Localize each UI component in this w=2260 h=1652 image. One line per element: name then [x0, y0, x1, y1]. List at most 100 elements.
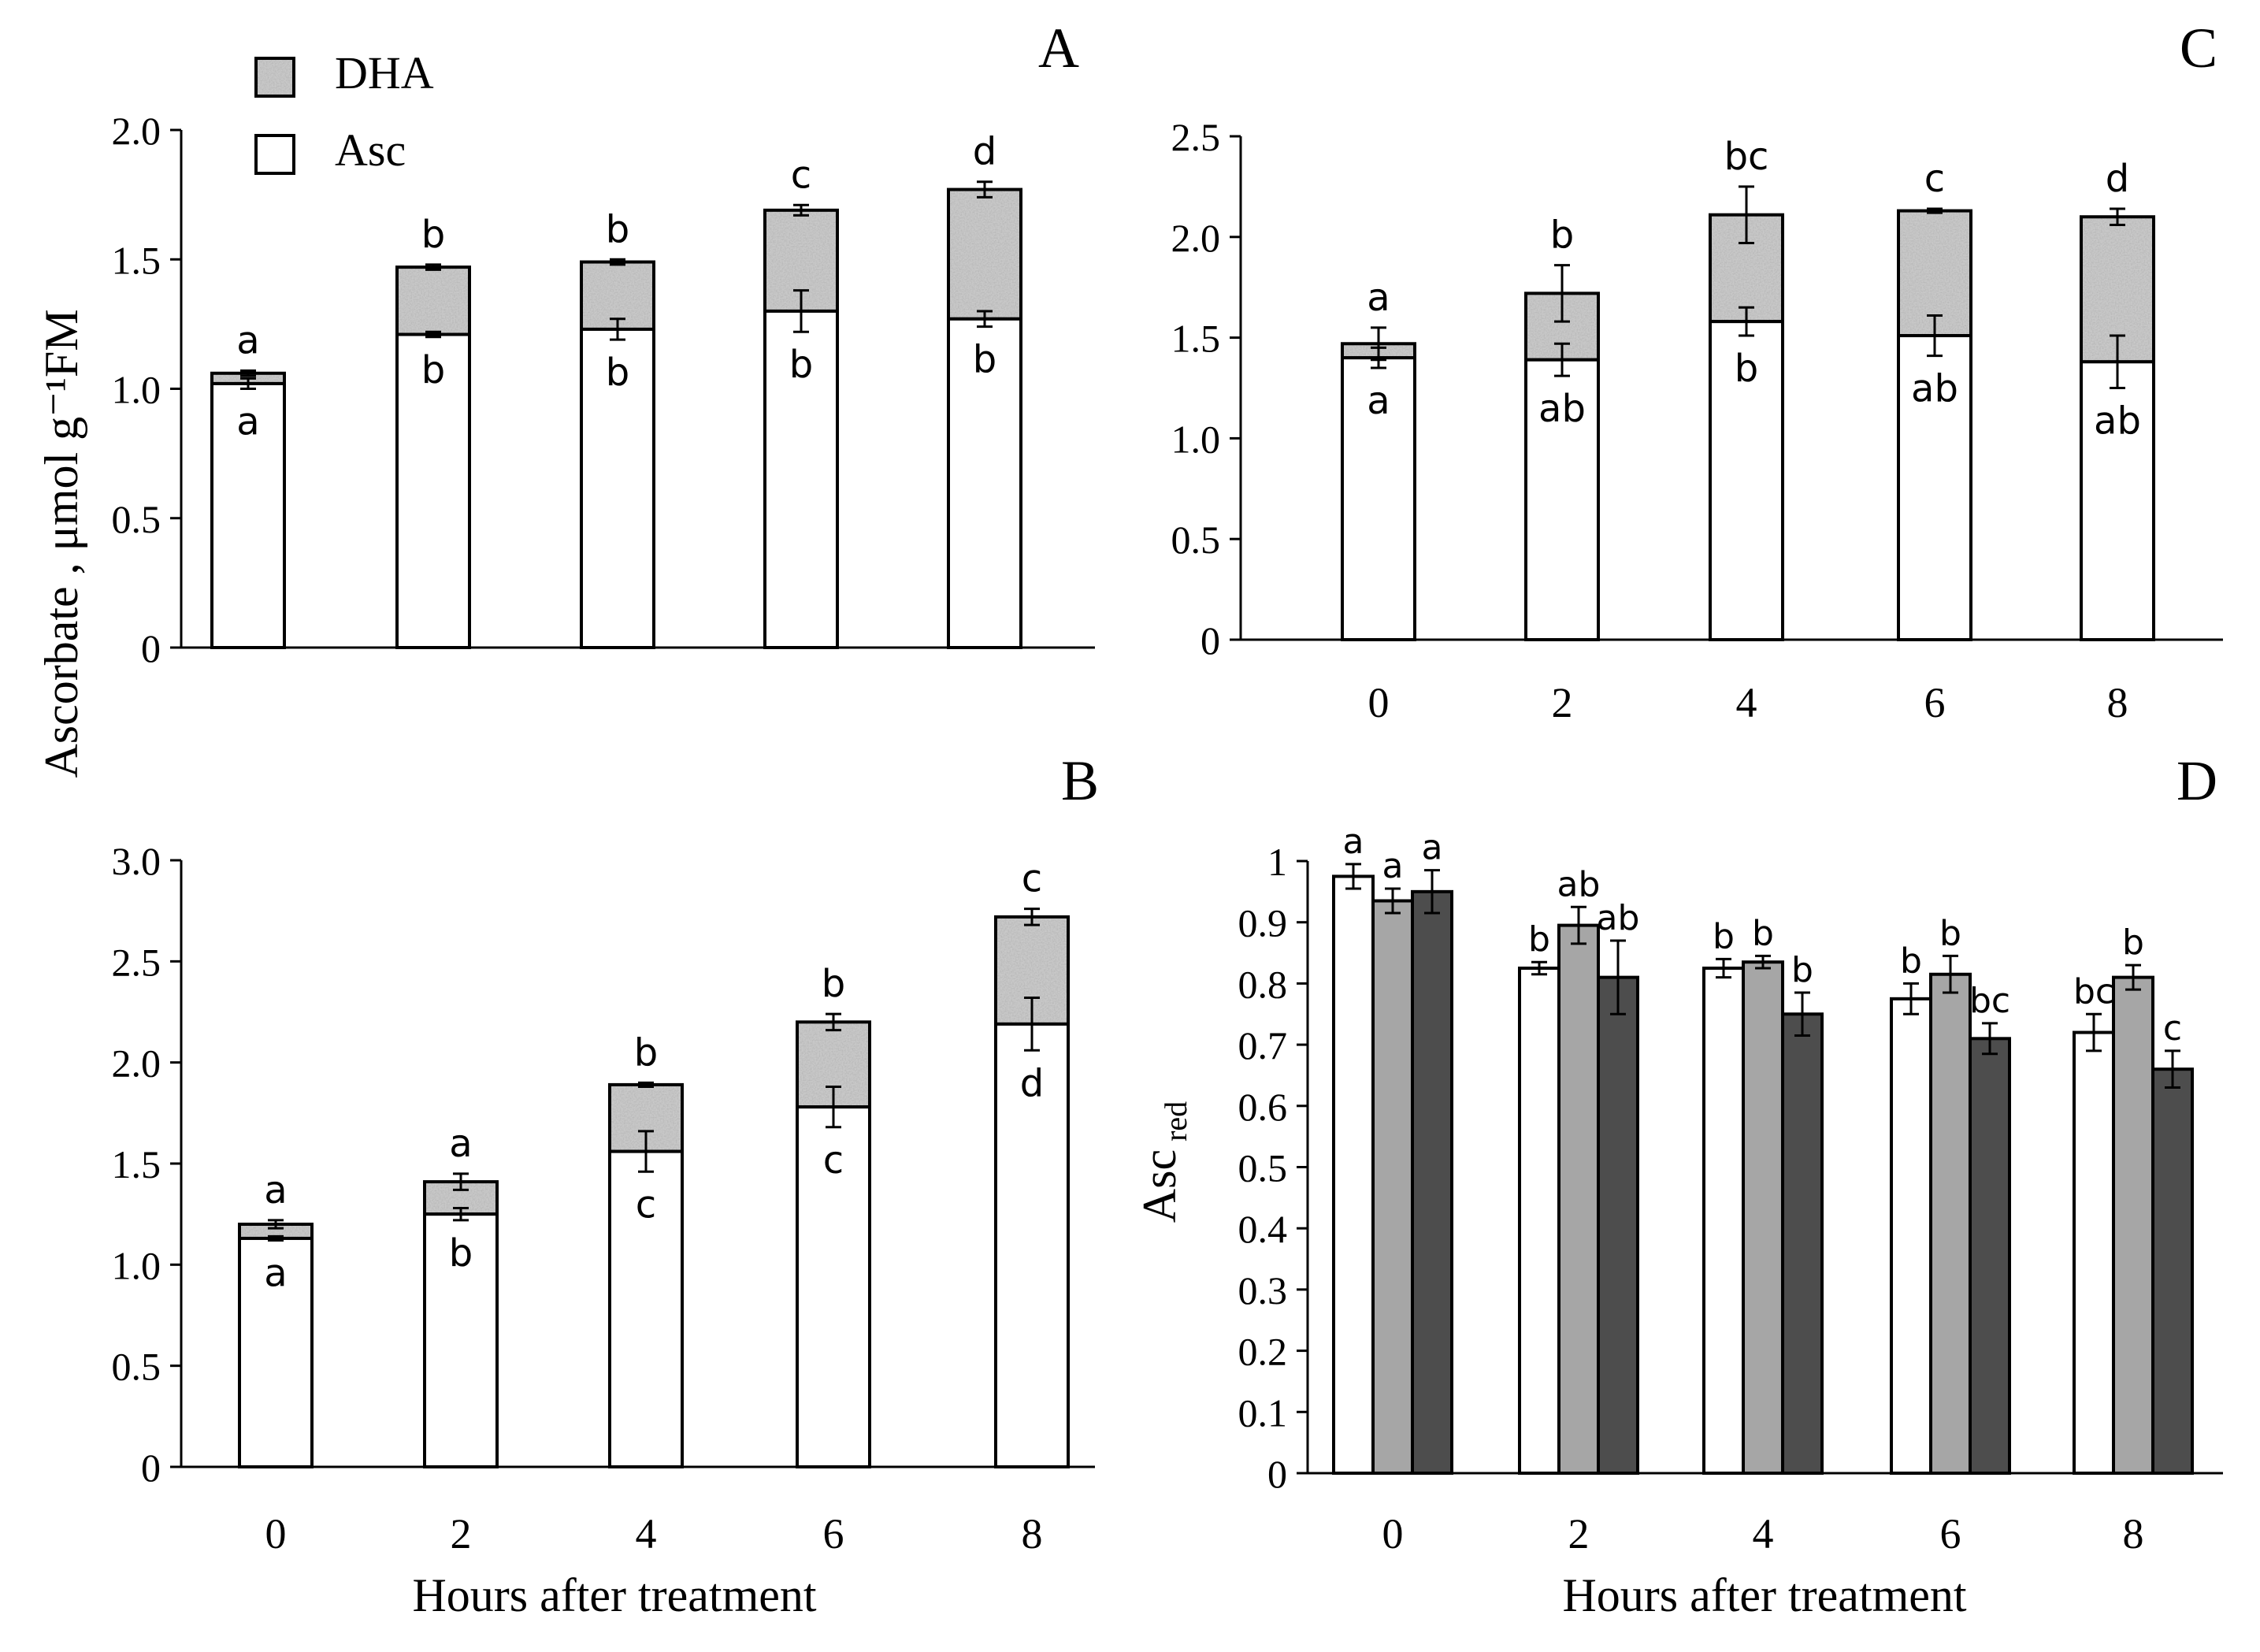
- panel-b-total-letter: b: [634, 1030, 658, 1075]
- panel-b-x-axis-label: Hours after treatment: [412, 1569, 816, 1621]
- panel-a-bar-asc: [580, 327, 655, 649]
- panel-b-bar-asc: [423, 1212, 499, 1468]
- panel-d-bar-white: [1702, 966, 1745, 1475]
- panel-a-bar-asc: [210, 381, 286, 649]
- panel-a-total-letter: c: [791, 153, 811, 197]
- panel-b-ytick-label: 2.0: [112, 1041, 161, 1086]
- panel-d-label: D: [2177, 749, 2217, 812]
- panel-c-ytick-label: 2.0: [1171, 216, 1221, 260]
- panel-c-total-letter: d: [2106, 157, 2129, 201]
- panel-a-bar-dha: [948, 189, 1021, 319]
- panel-b-total-letter: b: [822, 962, 845, 1006]
- panel-d-bar-light: [1557, 923, 1600, 1475]
- panel-c-total-letter: a: [1367, 276, 1390, 320]
- panel-d-ylabel-main: Asc: [1134, 1149, 1186, 1223]
- panel-c-asc-letter: b: [1735, 347, 1758, 391]
- panel-a: 0 0.5 1.0 1.5 2.0 Aaa b b b b c b d b: [112, 17, 1095, 670]
- panel-b-ytick-label: 2.5: [112, 940, 161, 984]
- panel-a-ytick-label: 0: [141, 626, 161, 670]
- panel-c-xtick-label: 6: [1924, 679, 1946, 726]
- panel-a-asc-letter: a: [236, 400, 259, 444]
- panel-d-letter-light: b: [2122, 923, 2144, 963]
- panel-d-ytick-label: 0.2: [1238, 1330, 1288, 1374]
- panel-c-xtick-label: 2: [1552, 679, 1573, 726]
- panel-d-letter-white: b: [1713, 916, 1735, 956]
- legend-dha-label: DHA: [335, 47, 434, 98]
- panel-d-xtick-label: 8: [2123, 1510, 2144, 1557]
- panel-c-bar-asc: [1524, 358, 1600, 641]
- panel-b-asc-letter: c: [823, 1138, 844, 1182]
- panel-b-ytick-label: 0: [141, 1446, 161, 1490]
- panel-b-asc-letter: c: [636, 1182, 656, 1227]
- panel-d-bar-dark: [1969, 1037, 2011, 1475]
- legend: DHA Asc: [254, 47, 434, 176]
- panel-d-xtick-label: 4: [1753, 1510, 1774, 1557]
- panel-c-ytick-label: 1.0: [1171, 417, 1221, 461]
- panel-a-ytick-label: 1.0: [112, 368, 161, 412]
- panel-d-x-axis-label: Hours after treatment: [1562, 1569, 1966, 1621]
- panel-b-bar-asc: [994, 1022, 1070, 1468]
- panel-d-letter-dark: bc: [1969, 981, 2010, 1021]
- panel-b-label: B: [1061, 749, 1099, 812]
- panel-b-total-letter: a: [264, 1168, 287, 1212]
- panel-a-ytick-label: 0.5: [112, 497, 161, 541]
- panel-d-ytick-label: 0: [1267, 1452, 1287, 1496]
- panel-c-ytick-label: 1.5: [1171, 317, 1221, 361]
- panel-c-bar-asc: [2080, 360, 2155, 641]
- panel-b-ytick-label: 0.5: [112, 1345, 161, 1389]
- panel-d-letter-dark: c: [2163, 1008, 2182, 1049]
- panel-d-ylabel-sub: red: [1158, 1101, 1193, 1142]
- panel-a-label: A: [1038, 17, 1079, 80]
- panel-b-xtick-label: 4: [636, 1510, 657, 1557]
- legend-dha-swatch-border: [254, 57, 295, 98]
- panel-c-asc-letter: ab: [1911, 367, 1958, 411]
- panel-c-ytick-label: 0: [1201, 618, 1220, 663]
- panel-b-bar-asc: [238, 1236, 314, 1468]
- panel-c-xtick-label: 4: [1736, 679, 1757, 726]
- panel-d-letter-dark: ab: [1597, 898, 1640, 938]
- panel-c-total-letter: c: [1924, 157, 1945, 201]
- panel-c-total-letter: b: [1550, 213, 1574, 258]
- svg-text:Ascred: Asc red: [1134, 1101, 1193, 1223]
- panel-d-bar-light: [1371, 899, 1414, 1475]
- panel-a-ytick-label: 2.0: [112, 109, 161, 153]
- panel-d-ytick-label: 0.8: [1238, 962, 1288, 1006]
- panel-d-bar-dark: [2151, 1067, 2194, 1476]
- panel-a-asc-letter: b: [789, 343, 813, 387]
- panel-d-bar-light: [2112, 975, 2154, 1475]
- panel-d-ytick-label: 0.4: [1238, 1207, 1288, 1251]
- panel-d-ytick-label: 0.1: [1238, 1390, 1288, 1435]
- panel-c-total-letter: bc: [1724, 135, 1769, 179]
- panel-d-bar-white: [2073, 1030, 2115, 1476]
- panel-c-asc-letter: ab: [1538, 387, 1586, 431]
- panel-c-xtick-label: 0: [1368, 679, 1390, 726]
- panel-c-label: C: [2180, 17, 2217, 80]
- panel-b-total-letter: a: [449, 1122, 472, 1166]
- panel-d-letter-light: ab: [1557, 864, 1601, 904]
- panel-d-ytick-label: 0.9: [1238, 901, 1288, 945]
- panel-c-asc-letter: a: [1367, 379, 1390, 423]
- panel-d-bar-dark: [1411, 889, 1453, 1475]
- panel-b-xtick-label: 2: [451, 1510, 472, 1557]
- legend-asc-label: Asc: [335, 124, 406, 176]
- panel-d-xtick-label: 2: [1568, 1510, 1590, 1557]
- panel-d-bar-dark: [1781, 1012, 1824, 1475]
- panel-a-total-letter: d: [973, 130, 996, 174]
- panel-d-y-axis-label: Asc red: [1134, 1101, 1193, 1223]
- panel-d-bar-white: [1518, 966, 1560, 1475]
- panel-d-ytick-label: 1: [1267, 840, 1287, 884]
- panel-b-xtick-label: 8: [1022, 1510, 1043, 1557]
- legend-dha-swatch: [254, 57, 295, 98]
- panel-b-xtick-label: 6: [823, 1510, 844, 1557]
- panel-a-total-letter: a: [236, 319, 259, 363]
- panel-d-bar-white: [1890, 997, 1932, 1475]
- panel-d-bar-light: [1742, 960, 1784, 1475]
- panel-d-letter-light: b: [1752, 913, 1774, 953]
- panel-d-ytick-label: 0.5: [1238, 1146, 1288, 1190]
- panel-b-asc-letter: d: [1020, 1061, 1044, 1105]
- panel-b-xtick-label: 0: [265, 1510, 287, 1557]
- panel-c-bar-asc: [1341, 356, 1416, 641]
